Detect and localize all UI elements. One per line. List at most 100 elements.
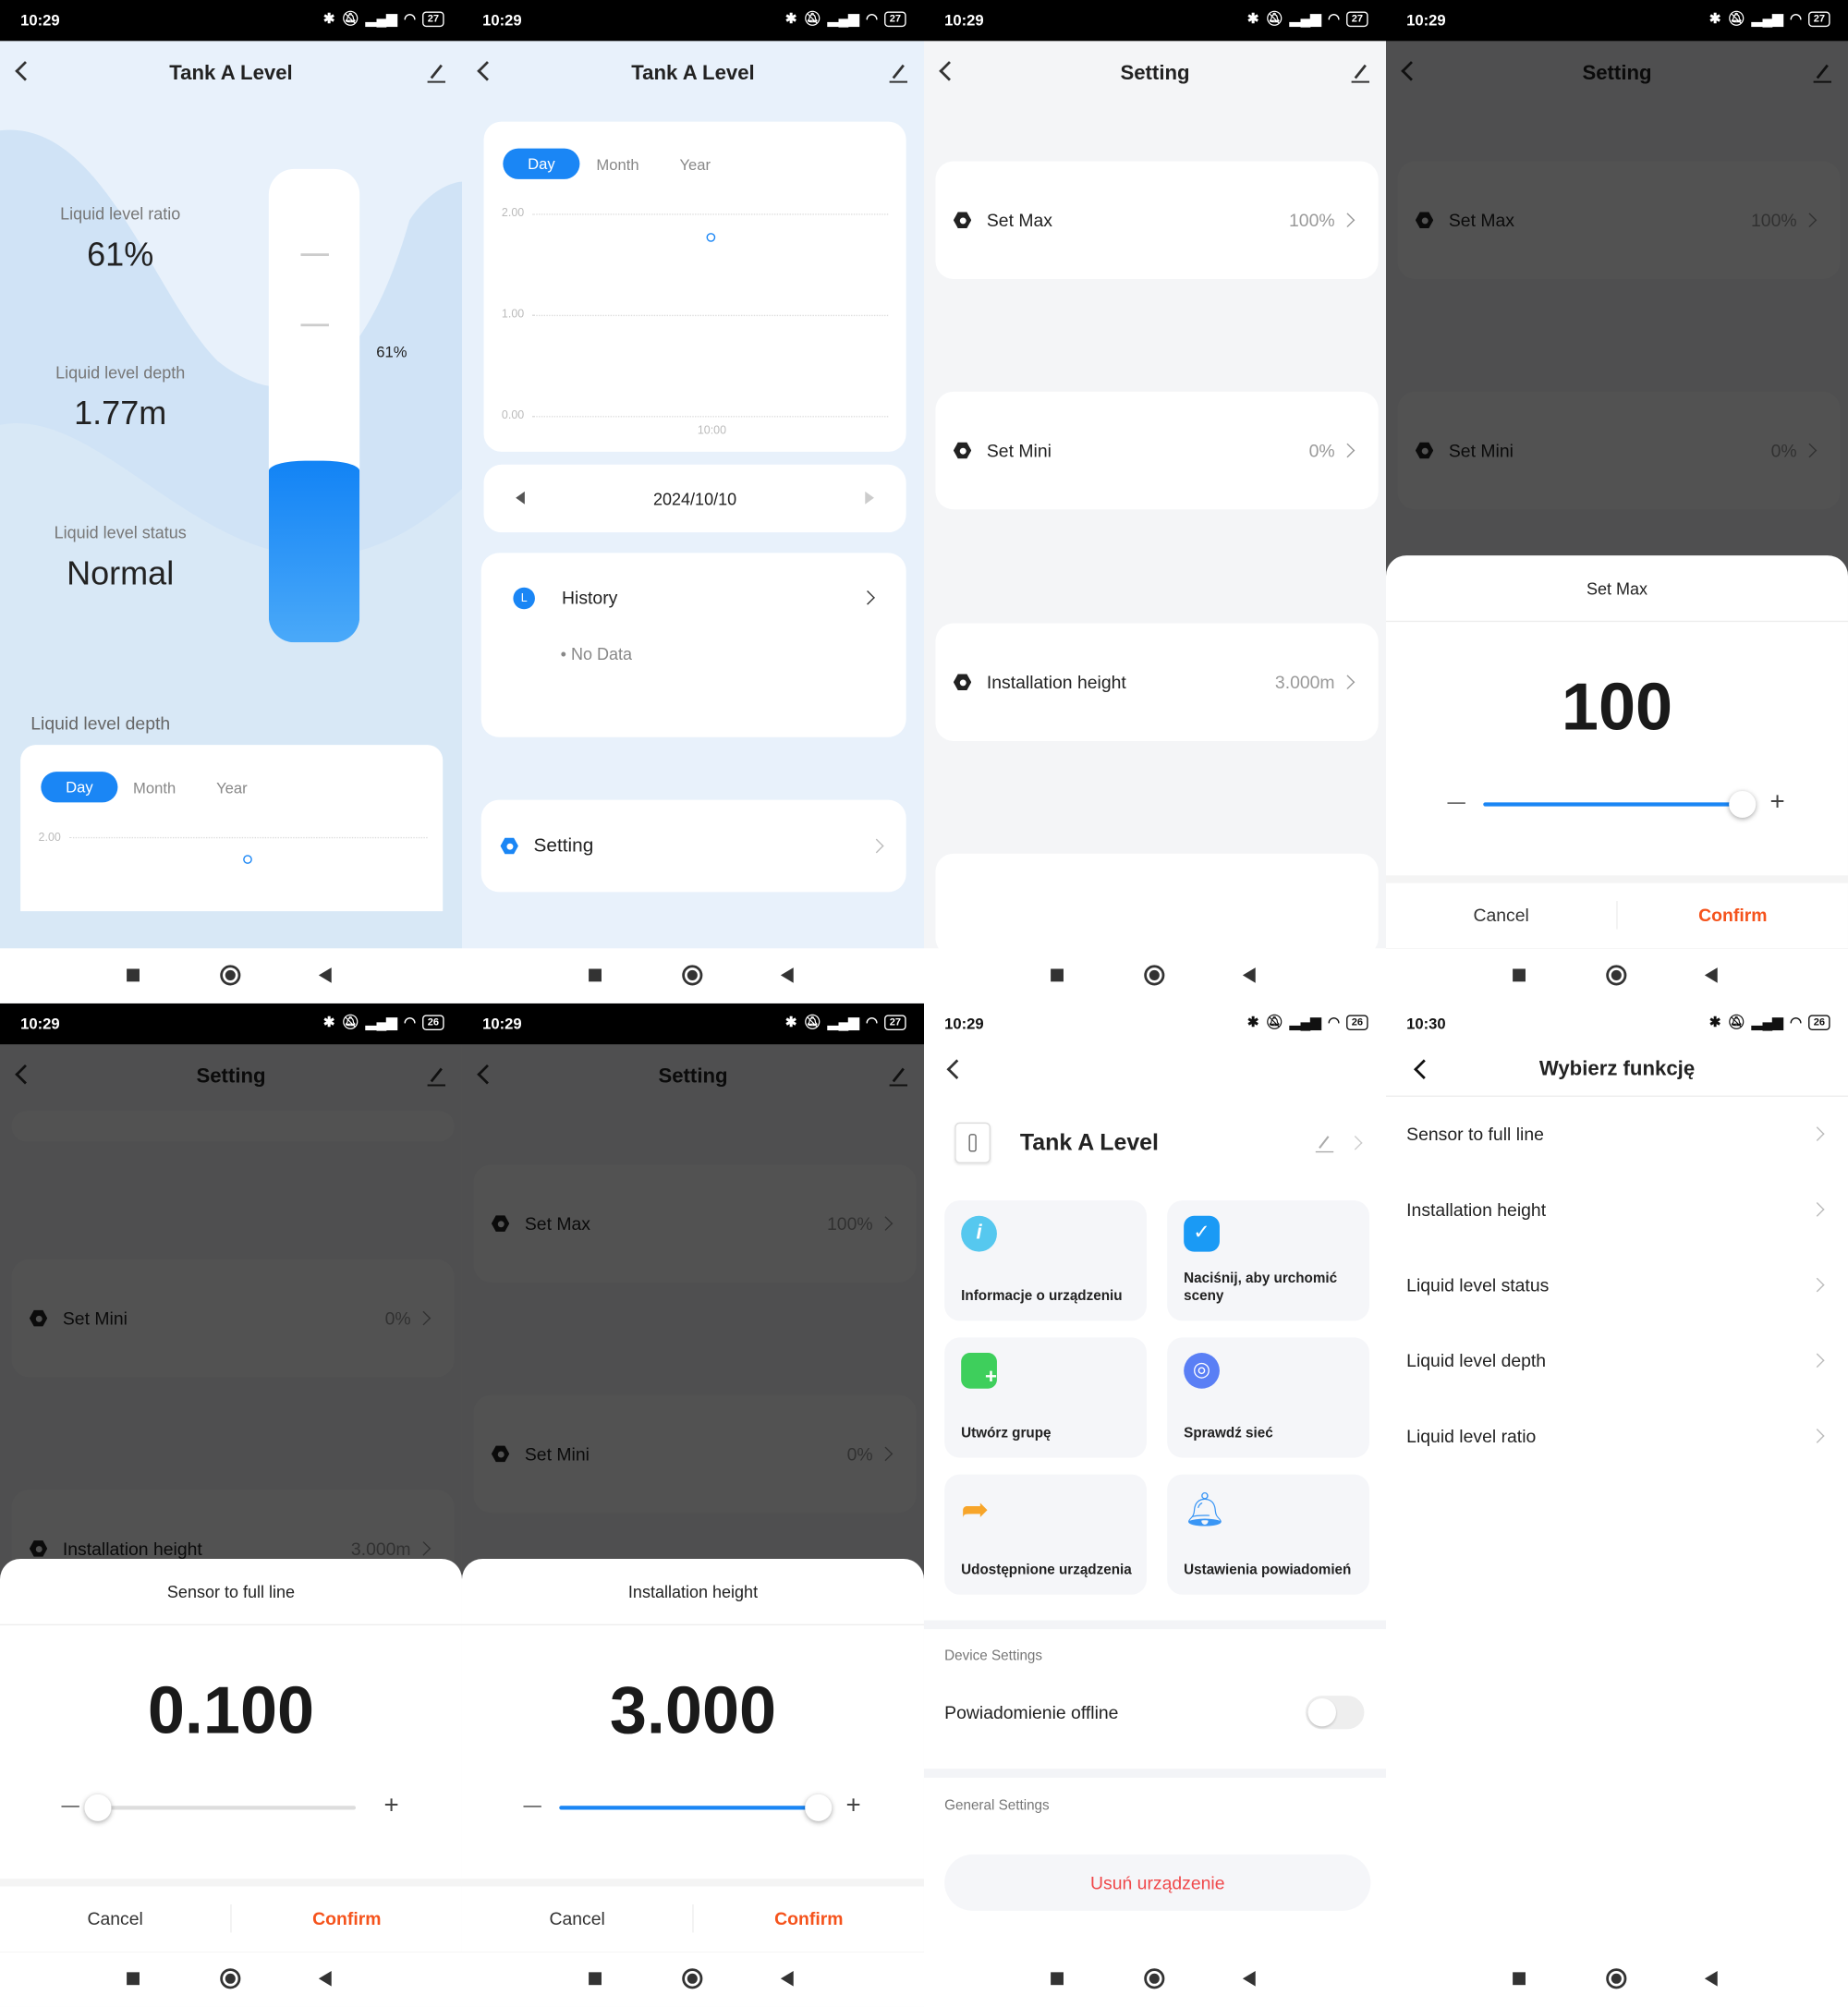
tab-day[interactable]: Day bbox=[41, 772, 118, 803]
edit-icon[interactable] bbox=[1314, 1133, 1334, 1153]
function-tile[interactable]: + Utwórz grupę bbox=[944, 1337, 1147, 1458]
recents-button[interactable] bbox=[589, 1972, 602, 1986]
status-bar: 10:29 ✱ 🔕︎ ▂▄▆ ◠ 27 bbox=[461, 0, 924, 42]
gridline bbox=[532, 314, 889, 317]
tab-day[interactable]: Day bbox=[503, 148, 580, 179]
edit-icon[interactable] bbox=[1350, 61, 1370, 84]
mute-icon: 🔕︎ bbox=[341, 1015, 359, 1030]
increment-button[interactable]: + bbox=[845, 1792, 861, 1820]
function-tile[interactable]: 🔔︎ Ustawienia powiadomień bbox=[1167, 1474, 1369, 1595]
status-bar: 10:29 ✱ 🔕︎ ▂▄▆ ◠ 27 bbox=[0, 0, 462, 42]
offline-notification-toggle[interactable] bbox=[1305, 1696, 1365, 1730]
back-nav-button[interactable] bbox=[1242, 1970, 1256, 1987]
setting-card bbox=[935, 853, 1379, 956]
confirm-button[interactable]: Confirm bbox=[1698, 905, 1768, 926]
recents-button[interactable] bbox=[1513, 1972, 1526, 1986]
home-button[interactable] bbox=[1606, 965, 1627, 986]
function-tile[interactable]: ✓ Naciśnij, aby urchomić sceny bbox=[1167, 1200, 1369, 1321]
wifi-icon: ◠ bbox=[403, 11, 417, 28]
tab-year[interactable]: Year bbox=[679, 155, 711, 175]
status-time: 10:29 bbox=[20, 11, 60, 30]
confirm-button[interactable]: Confirm bbox=[774, 1908, 844, 1929]
decrement-button[interactable] bbox=[1447, 802, 1465, 804]
back-nav-button[interactable] bbox=[1704, 967, 1718, 983]
cancel-button[interactable]: Cancel bbox=[87, 1908, 143, 1929]
history-card[interactable]: L History • No Data bbox=[480, 553, 906, 737]
back-nav-button[interactable] bbox=[780, 1970, 794, 1987]
back-nav-button[interactable] bbox=[780, 967, 794, 983]
device-icon bbox=[954, 1122, 991, 1164]
function-tile[interactable]: ◎ Sprawdź sieć bbox=[1167, 1337, 1369, 1458]
value-dialog: Set Max 100 + Cancel Confirm bbox=[1385, 555, 1848, 949]
tab-month[interactable]: Month bbox=[133, 779, 176, 797]
mute-icon: 🔕︎ bbox=[1727, 1015, 1745, 1030]
chevron-right-icon bbox=[1340, 443, 1356, 458]
value-slider[interactable] bbox=[559, 1794, 833, 1821]
back-nav-button[interactable] bbox=[1242, 967, 1256, 983]
back-button[interactable] bbox=[946, 1059, 967, 1079]
cancel-button[interactable]: Cancel bbox=[1473, 905, 1529, 926]
setting-item-label: Installation height bbox=[986, 672, 1126, 693]
edit-icon[interactable] bbox=[426, 61, 446, 84]
next-date-button[interactable] bbox=[865, 491, 874, 505]
home-button[interactable] bbox=[1144, 965, 1165, 986]
home-button[interactable] bbox=[682, 1968, 703, 1989]
recents-button[interactable] bbox=[1051, 968, 1064, 982]
cancel-button[interactable]: Cancel bbox=[549, 1908, 605, 1929]
remove-device-button[interactable]: Usuń urządzenie bbox=[944, 1854, 1371, 1911]
increment-button[interactable]: + bbox=[383, 1792, 399, 1820]
home-button[interactable] bbox=[682, 965, 703, 986]
status-time: 10:29 bbox=[944, 11, 984, 30]
section-title: Liquid level depth bbox=[30, 712, 171, 734]
recents-button[interactable] bbox=[1513, 968, 1526, 982]
back-nav-button[interactable] bbox=[318, 967, 332, 983]
y-tick: 2.00 bbox=[38, 830, 61, 844]
home-button[interactable] bbox=[220, 965, 241, 986]
function-item-label: Liquid level ratio bbox=[1406, 1425, 1537, 1447]
value-slider[interactable] bbox=[84, 1794, 357, 1821]
recents-button[interactable] bbox=[127, 968, 140, 982]
data-point bbox=[243, 855, 252, 864]
home-button[interactable] bbox=[220, 1968, 241, 1989]
home-button[interactable] bbox=[1606, 1968, 1627, 1989]
y-tick-label: 2.00 bbox=[501, 205, 525, 219]
function-tile[interactable]: ➦ Udostępnione urządzenia bbox=[944, 1474, 1147, 1595]
navigation-bar bbox=[1385, 948, 1848, 1004]
signal-icon: ▂▄▆ bbox=[1289, 11, 1322, 28]
page-title: Wybierz funkcję bbox=[1538, 1058, 1696, 1080]
setting-item[interactable]: Set Mini 0% bbox=[935, 391, 1379, 510]
tab-year[interactable]: Year bbox=[216, 779, 248, 797]
setting-screen: Setting Set Max 100% Set Mini 0% Install… bbox=[923, 0, 1386, 1004]
slider-thumb[interactable] bbox=[805, 1794, 833, 1821]
recents-button[interactable] bbox=[589, 968, 602, 982]
back-nav-button[interactable] bbox=[1704, 1970, 1718, 1987]
dialog-value: 0.100 bbox=[147, 1673, 315, 1748]
setting-item[interactable]: Set Max 100% bbox=[935, 161, 1379, 279]
bell-icon: 🔔︎ bbox=[1184, 1490, 1226, 1528]
recents-button[interactable] bbox=[127, 1972, 140, 1986]
confirm-button[interactable]: Confirm bbox=[312, 1908, 382, 1929]
tank-percent-label: 61% bbox=[376, 343, 407, 361]
setting-row[interactable]: Setting bbox=[480, 799, 906, 893]
status-bar: 10:29 ✱ 🔕︎ ▂▄▆ ◠ 27 bbox=[923, 0, 1386, 42]
wifi-icon: ◠ bbox=[1327, 11, 1341, 28]
chart-card: Day Month Year 2.00 1.00 0.00 10:00 bbox=[483, 121, 906, 452]
slider-thumb[interactable] bbox=[1729, 790, 1757, 819]
setting-item[interactable]: Installation height 3.000m bbox=[935, 623, 1379, 741]
navigation-bar bbox=[1385, 1952, 1848, 2007]
increment-button[interactable]: + bbox=[1769, 788, 1785, 817]
tab-month[interactable]: Month bbox=[596, 155, 639, 175]
battery-icon: 26 bbox=[1346, 1014, 1368, 1030]
edit-icon[interactable] bbox=[888, 61, 908, 84]
value-slider[interactable] bbox=[1483, 790, 1757, 819]
slider-thumb[interactable] bbox=[84, 1794, 112, 1821]
prev-date-button[interactable] bbox=[516, 491, 525, 505]
home-button[interactable] bbox=[1144, 1968, 1165, 1989]
wifi-icon: ◠ bbox=[1327, 1015, 1341, 1030]
recents-button[interactable] bbox=[1051, 1972, 1064, 1986]
chevron-right-icon[interactable] bbox=[1347, 1136, 1363, 1150]
dialog-title: Installation height bbox=[627, 1582, 759, 1602]
status-time: 10:29 bbox=[482, 1015, 522, 1033]
function-tile[interactable]: i Informacje o urządzeniu bbox=[944, 1200, 1147, 1321]
back-nav-button[interactable] bbox=[318, 1970, 332, 1987]
